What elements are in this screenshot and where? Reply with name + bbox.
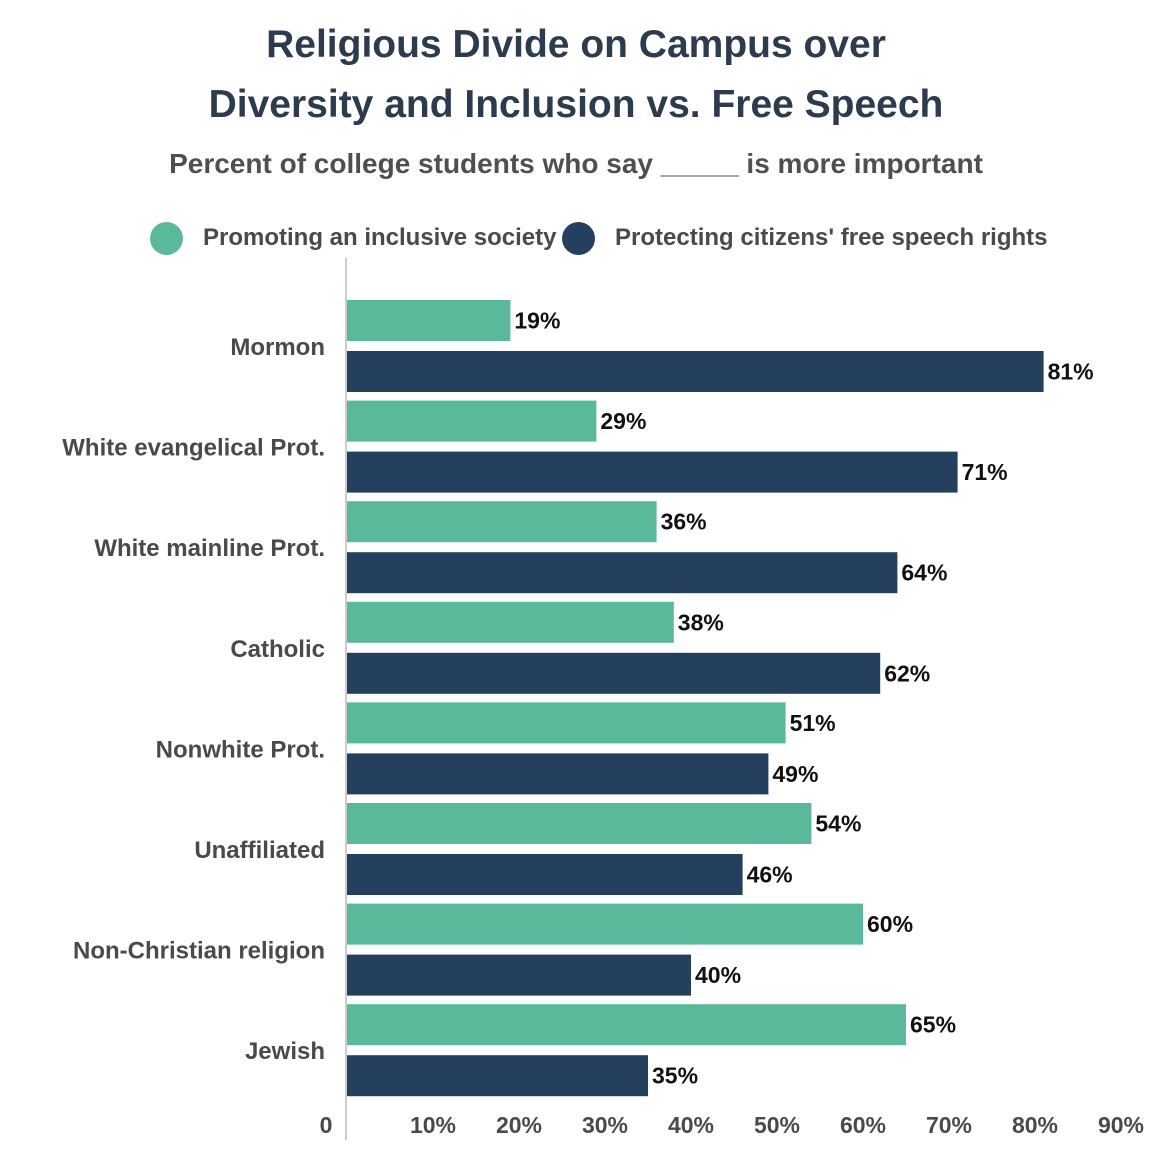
category-label-white-mainline-prot: White mainline Prot. [94,535,325,562]
legend-swatch-free-speech [562,221,595,255]
data-label-unaffiliated-inclusive: 54% [815,811,861,837]
data-label-jewish-inclusive: 65% [910,1012,956,1038]
chart-subtitle: Percent of college students who say ____… [169,148,983,179]
x-tick-label-1: 10% [410,1112,456,1138]
category-label-white-evangelical-prot: White evangelical Prot. [62,435,325,462]
legend-swatch-inclusive [150,221,183,255]
category-label-non-christian-religion: Non-Christian religion [73,938,325,965]
data-label-non-christian-religion-inclusive: 60% [867,911,913,937]
bar-mormon-free-speech [347,351,1044,392]
data-label-catholic-inclusive: 38% [678,609,724,635]
bar-nonwhite-prot-free-speech [347,753,769,795]
data-label-nonwhite-prot-inclusive: 51% [790,710,836,736]
x-tick-label-0: 0 [320,1112,333,1138]
bar-jewish-inclusive [347,1004,906,1046]
data-label-white-evangelical-prot-inclusive: 29% [600,408,646,434]
bar-white-mainline-prot-inclusive [347,501,657,543]
bar-white-mainline-prot-free-speech [347,552,898,594]
x-tick-label-4: 40% [668,1112,714,1138]
x-tick-label-7: 70% [926,1112,972,1138]
x-tick-label-2: 20% [496,1112,542,1138]
x-tick-label-3: 30% [582,1112,628,1138]
x-tick-label-8: 80% [1012,1112,1058,1138]
data-label-white-evangelical-prot-free-speech: 71% [962,459,1008,485]
category-label-mormon: Mormon [230,334,325,361]
data-label-unaffiliated-free-speech: 46% [747,862,793,888]
bar-non-christian-religion-free-speech [347,954,691,996]
bar-catholic-free-speech [347,652,881,694]
data-label-mormon-inclusive: 19% [514,308,560,334]
chart-title-line-2: Diversity and Inclusion vs. Free Speech [208,83,944,126]
legend-item-inclusive: Promoting an inclusive society [150,218,556,258]
data-label-catholic-free-speech: 62% [884,660,930,686]
category-label-catholic: Catholic [230,636,325,663]
bar-unaffiliated-inclusive [347,803,812,844]
data-label-non-christian-religion-free-speech: 40% [695,962,741,988]
bar-nonwhite-prot-inclusive [347,702,786,744]
legend-item-free-speech: Protecting citizens' free speech rights [562,218,1048,258]
chart-title-line-1: Religious Divide on Campus over [266,23,886,66]
data-label-mormon-free-speech: 81% [1048,359,1094,385]
category-label-nonwhite-prot: Nonwhite Prot. [156,736,325,763]
category-label-unaffiliated: Unaffiliated [194,837,325,864]
data-label-jewish-free-speech: 35% [652,1063,698,1089]
bar-white-evangelical-prot-free-speech [347,451,958,493]
x-tick-label-5: 50% [754,1112,800,1138]
bar-non-christian-religion-inclusive [347,903,863,945]
category-label-jewish: Jewish [245,1038,325,1065]
legend-label-free-speech: Protecting citizens' free speech rights [615,224,1048,251]
legend: Promoting an inclusive society Protectin… [0,218,1152,258]
legend-label-inclusive: Promoting an inclusive society [203,224,557,251]
data-label-nonwhite-prot-free-speech: 49% [772,761,818,787]
data-label-white-mainline-prot-inclusive: 36% [661,509,707,535]
bar-mormon-inclusive [347,300,511,341]
bar-unaffiliated-free-speech [347,854,743,895]
bar-jewish-free-speech [347,1055,648,1097]
data-label-white-mainline-prot-free-speech: 64% [901,560,947,586]
bar-catholic-inclusive [347,601,674,643]
x-tick-label-9: 90% [1098,1112,1144,1138]
bar-white-evangelical-prot-inclusive [347,400,597,442]
x-tick-label-6: 60% [840,1112,886,1138]
